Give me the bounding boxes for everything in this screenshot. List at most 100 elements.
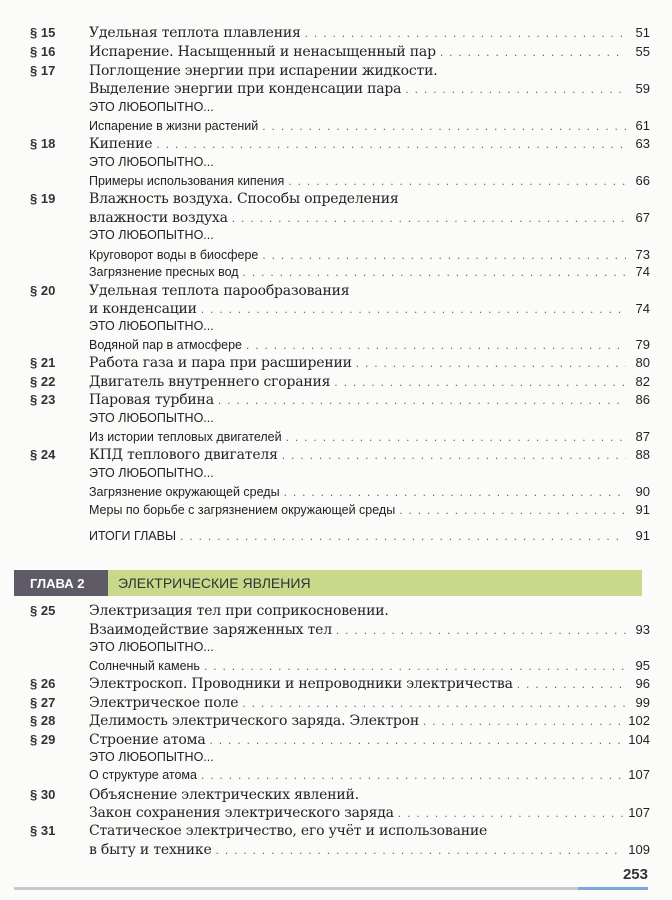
dot-leader: . . . . . . . . . . . . . . . . . . . . … bbox=[355, 356, 626, 370]
section-number: § 15 bbox=[30, 25, 56, 40]
dot-leader: . . . . . . . . . . . . . . . . . . . . … bbox=[288, 174, 626, 188]
dot-leader: . . . . . . . . . . . . . . . . . . . . … bbox=[262, 248, 626, 262]
toc-entry: Загрязнение окружающей среды. . . . . . … bbox=[30, 484, 650, 503]
entry-title: Электрическое поле bbox=[89, 695, 239, 711]
entry-title: ЭТО ЛЮБОПЫТНО... bbox=[89, 100, 214, 114]
dot-leader: . . . . . . . . . . . . . . . . . . . . … bbox=[242, 696, 626, 710]
entry-title: Водяной пар в атмосфере bbox=[89, 338, 242, 352]
entry-title: Испарение в жизни растений bbox=[89, 119, 259, 133]
toc-entry: Взаимодействие заряженных тел. . . . . .… bbox=[30, 622, 650, 641]
toc-entry: § 31 Статическое электричество, его учёт … bbox=[30, 823, 650, 842]
entry-title: Строение атома bbox=[89, 732, 206, 748]
entry-title: ЭТО ЛЮБОПЫТНО... bbox=[89, 750, 214, 764]
dot-leader: . . . . . . . . . . . . . . . . . . . . … bbox=[231, 211, 626, 225]
entry-title: Удельная теплота парообразования bbox=[89, 283, 350, 299]
page-ref: 99 bbox=[635, 695, 650, 710]
toc-entry: § 20 Удельная теплота парообразования bbox=[30, 283, 650, 302]
page-ref: 102 bbox=[628, 713, 650, 728]
toc-entry: ЭТО ЛЮБОПЫТНО... bbox=[30, 155, 650, 174]
toc-entry: § 26 Электроскоп. Проводники и непроводни… bbox=[30, 676, 650, 695]
entry-title: ЭТО ЛЮБОПЫТНО... bbox=[89, 319, 214, 333]
dot-leader: . . . . . . . . . . . . . . . . . . . . … bbox=[262, 119, 626, 133]
page-ref: 61 bbox=[635, 118, 650, 133]
dot-leader: . . . . . . . . . . . . . . . . . . . . … bbox=[405, 82, 626, 96]
entry-title: ЭТО ЛЮБОПЫТНО... bbox=[89, 411, 214, 425]
page-ref: 51 bbox=[635, 25, 650, 40]
dot-leader: . . . . . . . . . . . . . . . . . . . . … bbox=[423, 714, 624, 728]
toc-entry: ИТОГИ ГЛАВЫ. . . . . . . . . . . . . . .… bbox=[30, 528, 650, 547]
section-number: § 18 bbox=[30, 136, 56, 151]
toc-entry: Из истории тепловых двигателей. . . . . … bbox=[30, 429, 650, 448]
toc-entry: ЭТО ЛЮБОПЫТНО... bbox=[30, 228, 650, 247]
page-ref: 79 bbox=[635, 337, 650, 352]
section-number: § 22 bbox=[30, 374, 56, 389]
dot-leader: . . . . . . . . . . . . . . . . . . . . … bbox=[304, 26, 626, 40]
page-ref: 67 bbox=[635, 210, 650, 225]
toc-entry: § 28 Делимость электрического заряда. Эле… bbox=[30, 713, 650, 732]
entry-title: ЭТО ЛЮБОПЫТНО... bbox=[89, 228, 214, 242]
toc-entry: О структуре атома. . . . . . . . . . . .… bbox=[30, 767, 650, 786]
toc-entry: § 25 Электризация тел при соприкосновении… bbox=[30, 603, 650, 622]
entry-title: Делимость электрического заряда. Электро… bbox=[89, 713, 420, 729]
entry-title: влажности воздуха bbox=[89, 210, 228, 226]
toc-entry: ЭТО ЛЮБОПЫТНО... bbox=[30, 100, 650, 119]
page-ref: 59 bbox=[635, 81, 650, 96]
toc-entry: § 30 Объяснение электрических явлений. bbox=[30, 787, 650, 806]
entry-title: О структуре атома bbox=[89, 768, 197, 782]
entry-title: в быту и технике bbox=[89, 842, 212, 858]
entry-title: Кипение bbox=[89, 136, 153, 152]
page-ref: 88 bbox=[635, 447, 650, 462]
dot-leader: . . . . . . . . . . . . . . . . . . . . … bbox=[246, 338, 626, 352]
entry-title: Загрязнение окружающей среды bbox=[89, 485, 280, 499]
entry-title: Электроскоп. Проводники и непроводники э… bbox=[89, 676, 513, 692]
toc-entry: Солнечный камень. . . . . . . . . . . . … bbox=[30, 658, 650, 677]
page-ref: 80 bbox=[635, 355, 650, 370]
entry-title: ЭТО ЛЮБОПЫТНО... bbox=[89, 466, 214, 480]
entry-title: Взаимодействие заряженных тел bbox=[89, 622, 332, 638]
section-number: § 28 bbox=[30, 713, 56, 728]
entry-title: Солнечный камень bbox=[89, 659, 200, 673]
page-ref: 63 bbox=[635, 136, 650, 151]
footer-accent-rule bbox=[578, 887, 648, 890]
toc-entry: ЭТО ЛЮБОПЫТНО... bbox=[30, 319, 650, 338]
toc-entry: § 27 Электрическое поле. . . . . . . . . … bbox=[30, 695, 650, 714]
page-ref: 104 bbox=[628, 732, 650, 747]
page-ref: 82 bbox=[635, 374, 650, 389]
entry-title: ЭТО ЛЮБОПЫТНО... bbox=[89, 155, 214, 169]
section-number: § 25 bbox=[30, 603, 56, 618]
page-ref: 93 bbox=[635, 622, 650, 637]
toc-entry: ЭТО ЛЮБОПЫТНО... bbox=[30, 411, 650, 430]
section-number: § 27 bbox=[30, 695, 56, 710]
toc-entry: § 15 Удельная теплота плавления. . . . . … bbox=[30, 25, 650, 44]
section-number: § 31 bbox=[30, 823, 56, 838]
toc-entry: ЭТО ЛЮБОПЫТНО... bbox=[30, 640, 650, 659]
page-ref: 55 bbox=[635, 44, 650, 59]
section-number: § 19 bbox=[30, 191, 56, 206]
page-ref: 96 bbox=[635, 676, 650, 691]
toc-entry: § 18 Кипение. . . . . . . . . . . . . . .… bbox=[30, 136, 650, 155]
entry-title: КПД теплового двигателя bbox=[89, 447, 278, 463]
toc-entry: Примеры использования кипения. . . . . .… bbox=[30, 173, 650, 192]
entry-title: Удельная теплота плавления bbox=[89, 25, 301, 41]
dot-leader: . . . . . . . . . . . . . . . . . . . . … bbox=[203, 659, 626, 673]
section-number: § 29 bbox=[30, 732, 56, 747]
section-number: § 20 bbox=[30, 283, 56, 298]
entry-title: Испарение. Насыщенный и ненасыщенный пар bbox=[89, 44, 436, 60]
dot-leader: . . . . . . . . . . . . . . . . . . . . … bbox=[156, 137, 626, 151]
entry-title: Загрязнение пресных вод bbox=[89, 265, 239, 279]
entry-title: ИТОГИ ГЛАВЫ bbox=[89, 529, 177, 543]
dot-leader: . . . . . . . . . . . . . . . . . . . . … bbox=[399, 503, 626, 517]
section-number: § 17 bbox=[30, 63, 56, 78]
page-ref: 90 bbox=[635, 484, 650, 499]
entry-title: Электризация тел при соприкосновении. bbox=[89, 603, 389, 619]
toc-entry: § 16 Испарение. Насыщенный и ненасыщенный… bbox=[30, 44, 650, 63]
page-ref: 66 bbox=[635, 173, 650, 188]
chapter-header: ГЛАВА 2 ЭЛЕКТРИЧЕСКИЕ ЯВЛЕНИЯ bbox=[14, 570, 642, 596]
entry-title: ЭТО ЛЮБОПЫТНО... bbox=[89, 640, 214, 654]
dot-leader: . . . . . . . . . . . . . . . . . . . . … bbox=[215, 843, 625, 857]
toc-entry: § 22 Двигатель внутреннего сгорания. . . … bbox=[30, 374, 650, 393]
page-ref: 86 bbox=[635, 392, 650, 407]
toc-entry: § 19 Влажность воздуха. Способы определен… bbox=[30, 191, 650, 210]
toc-entry: § 17 Поглощение энергии при испарении жид… bbox=[30, 63, 650, 82]
dot-leader: . . . . . . . . . . . . . . . . . . . . … bbox=[217, 393, 626, 407]
